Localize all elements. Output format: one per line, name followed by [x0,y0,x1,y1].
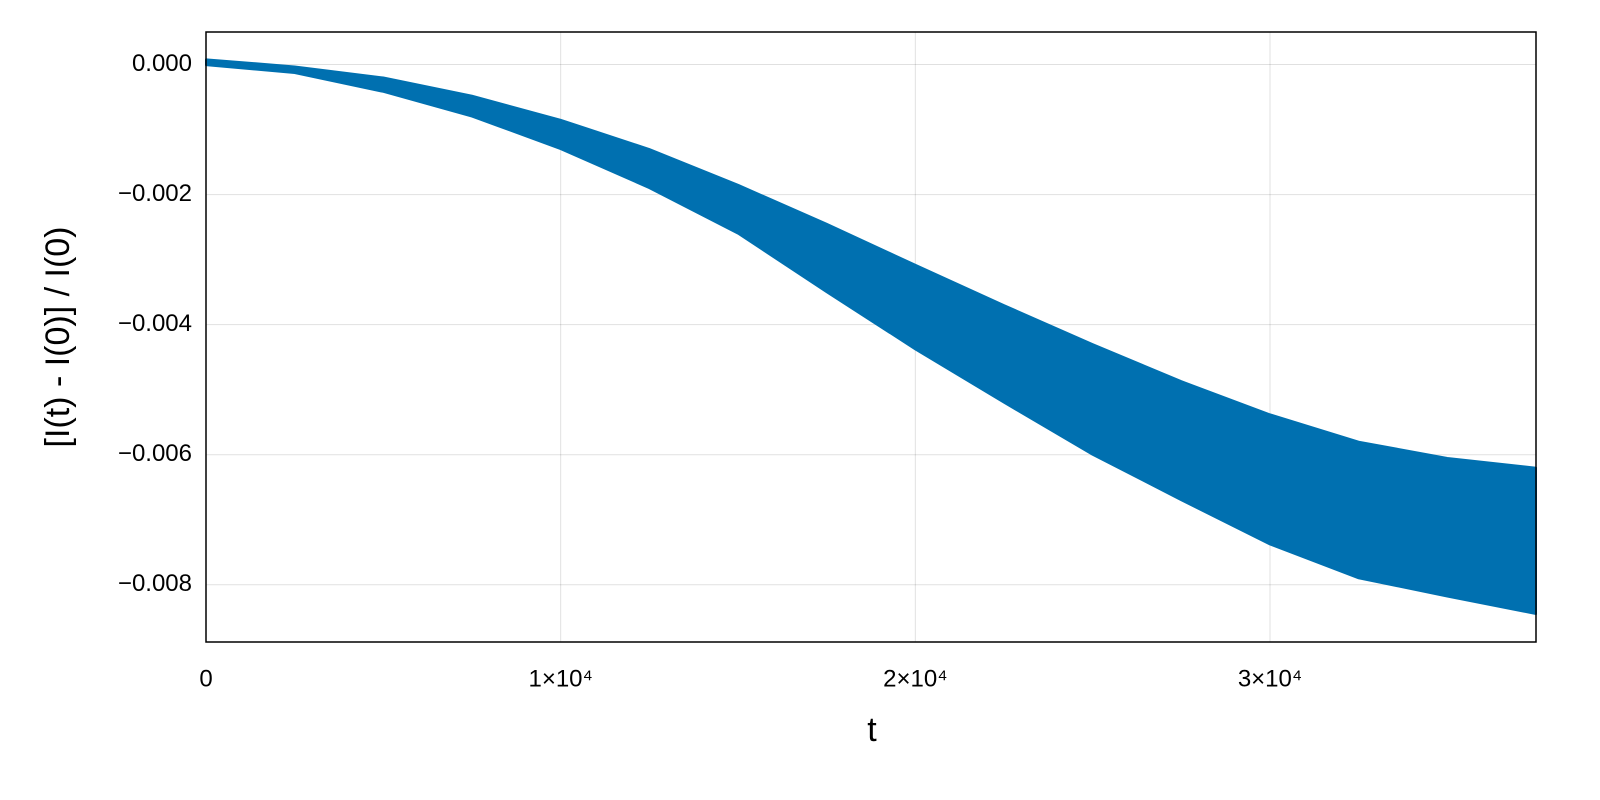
y-tick-label: −0.004 [118,310,192,337]
y-tick-label: −0.008 [118,570,192,597]
x-tick-label: 0 [199,665,212,692]
y-tick-label: −0.006 [118,440,192,467]
y-tick-label: 0.000 [132,50,192,77]
y-tick-label: −0.002 [118,180,192,207]
band [205,58,1537,616]
plot-frame [205,31,1537,643]
x-tick-label: 1×10⁴ [528,665,592,692]
x-axis-label: t [867,711,877,749]
y-axis-label: [I(t) - I(0)] / I(0) [39,227,77,448]
x-tick-label: 3×10⁴ [1238,665,1302,692]
x-tick-label: 2×10⁴ [883,665,947,692]
